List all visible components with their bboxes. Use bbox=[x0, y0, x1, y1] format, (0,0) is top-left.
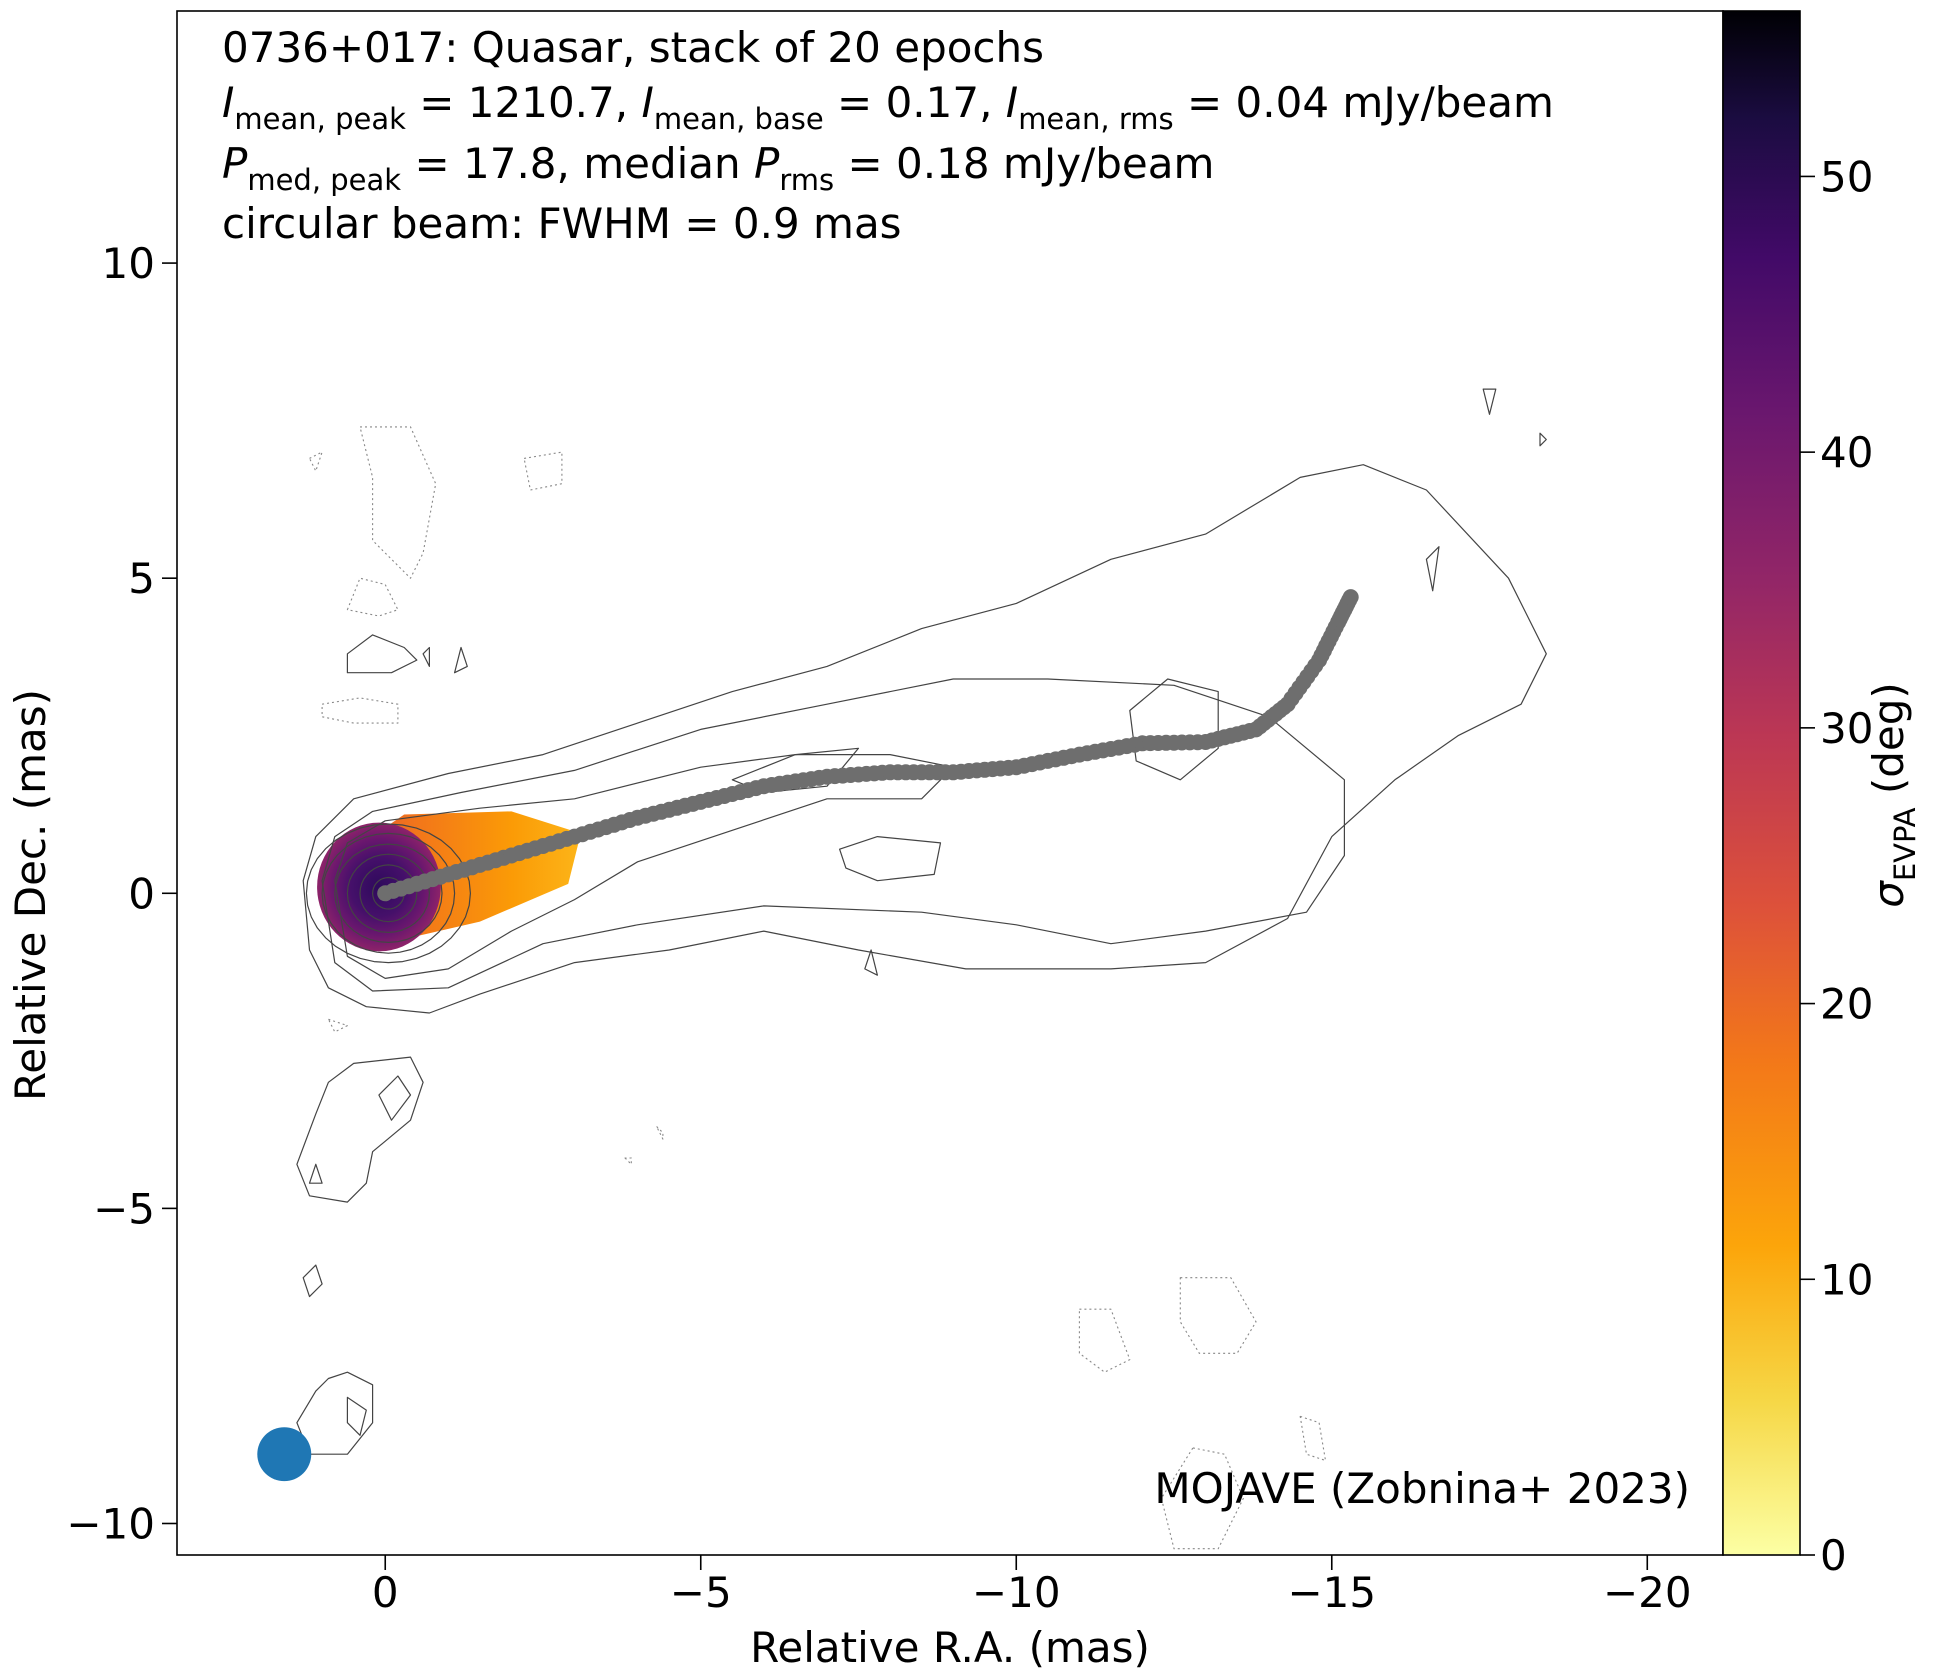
x-axis-ticks: 0 −5 −10 −15 −20 bbox=[372, 1555, 1692, 1617]
contour bbox=[378, 1075, 412, 1121]
contour bbox=[372, 876, 405, 910]
contour bbox=[321, 678, 1345, 992]
contour bbox=[334, 843, 443, 943]
x-tick-label: −20 bbox=[1603, 1568, 1692, 1617]
contour bbox=[839, 836, 942, 882]
contour bbox=[1129, 678, 1219, 781]
intensity-stats: Imean, peak = 1210.7, Imean, base = 0.17… bbox=[222, 78, 1554, 136]
x-tick-label: −10 bbox=[972, 1568, 1061, 1617]
contour bbox=[864, 949, 878, 976]
contour bbox=[1539, 432, 1547, 447]
contour bbox=[305, 823, 471, 964]
contour bbox=[346, 1396, 367, 1436]
x-tick-label: −15 bbox=[1287, 1568, 1376, 1617]
negative-contour bbox=[624, 1157, 632, 1165]
y-tick-label: −10 bbox=[66, 1499, 155, 1548]
negative-contour bbox=[321, 697, 399, 724]
x-tick-label: 0 bbox=[372, 1568, 399, 1617]
negative-contour bbox=[359, 426, 437, 579]
evpa-core-region bbox=[317, 822, 441, 952]
contour bbox=[334, 754, 954, 979]
colorbar-tick-label: 30 bbox=[1820, 704, 1873, 753]
contour bbox=[422, 646, 430, 667]
contour bbox=[321, 832, 456, 954]
beam-info: circular beam: FWHM = 0.9 mas bbox=[222, 199, 902, 248]
contour bbox=[346, 853, 430, 933]
y-axis-label: Relative Dec. (mas) bbox=[6, 689, 55, 1101]
negative-contour bbox=[1078, 1308, 1131, 1373]
negative-contour bbox=[1299, 1415, 1327, 1462]
contour bbox=[296, 1371, 374, 1455]
colorbar-tick-label: 50 bbox=[1820, 152, 1873, 201]
contour bbox=[346, 634, 418, 674]
chart-title: 0736+017: Quasar, stack of 20 epochs bbox=[222, 23, 1044, 72]
colorbar-tick-label: 10 bbox=[1820, 1255, 1873, 1304]
colorbar-gradient bbox=[1722, 10, 1801, 1556]
intensity-contours bbox=[296, 388, 1547, 1550]
ridge-line bbox=[377, 589, 1359, 902]
negative-contour bbox=[1160, 1447, 1244, 1550]
negative-contour bbox=[656, 1125, 664, 1140]
y-tick-label: −5 bbox=[93, 1184, 155, 1233]
ridge-point bbox=[1342, 589, 1359, 606]
negative-contour bbox=[346, 577, 399, 617]
y-tick-label: 10 bbox=[102, 239, 155, 288]
colorbar-tick-label: 20 bbox=[1820, 980, 1873, 1029]
credit-annotation: MOJAVE (Zobnina+ 2023) bbox=[1154, 1464, 1690, 1513]
contour bbox=[1425, 546, 1440, 592]
contour bbox=[1482, 388, 1497, 415]
negative-contour bbox=[327, 1018, 348, 1033]
colorbar-tick-label: 40 bbox=[1820, 428, 1873, 477]
colorbar-label: σEVPA (deg) bbox=[1864, 682, 1922, 908]
x-axis-label: Relative R.A. (mas) bbox=[750, 1623, 1150, 1672]
negative-contour bbox=[308, 451, 323, 472]
colorbar: 0 10 20 30 40 50 σEVPA (deg) bbox=[1722, 10, 1922, 1580]
y-tick-label: 0 bbox=[128, 869, 155, 918]
contour bbox=[359, 864, 418, 923]
contour bbox=[302, 1264, 323, 1298]
negative-contour bbox=[523, 451, 563, 491]
x-tick-label: −5 bbox=[670, 1568, 732, 1617]
y-axis-ticks: −10 −5 0 5 10 bbox=[66, 239, 177, 1548]
beam-ellipse bbox=[257, 1427, 312, 1482]
contour bbox=[302, 464, 1547, 1014]
contour bbox=[296, 1056, 424, 1203]
colorbar-ticks: 0 10 20 30 40 50 bbox=[1800, 152, 1873, 1580]
y-tick-label: 5 bbox=[128, 554, 155, 603]
contour bbox=[454, 646, 468, 674]
negative-contour bbox=[1179, 1277, 1257, 1354]
contour bbox=[308, 1163, 323, 1184]
polarization-stats: Pmed, peak = 17.8, median Prms = 0.18 mJ… bbox=[222, 139, 1214, 197]
colorbar-tick-label: 0 bbox=[1820, 1531, 1847, 1580]
